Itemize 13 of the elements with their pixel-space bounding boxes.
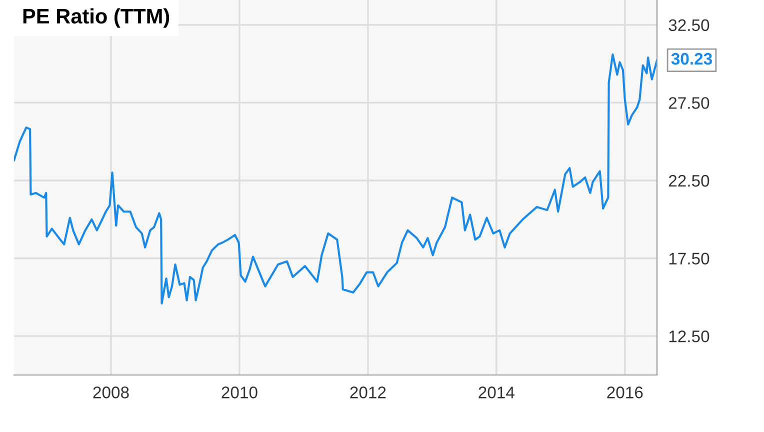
line-series	[14, 53, 657, 304]
x-tick-label: 2008	[93, 386, 129, 398]
y-tick-label: 32.50	[668, 19, 710, 32]
y-tick-label: 17.50	[669, 252, 710, 264]
x-tick-label: 2016	[607, 386, 643, 398]
annotation: 30.23	[671, 52, 712, 65]
y-tick-label: 12.50	[669, 330, 710, 342]
x-tick-label: 2010	[222, 386, 258, 398]
y-tick-label: 27.50	[668, 97, 710, 109]
x-tick-label: 2014	[478, 386, 514, 398]
chart-title: PE Ratio (TTM)	[23, 8, 170, 28]
x-tick-label: 2012	[350, 386, 386, 398]
y-tick-label: 22.50	[668, 174, 710, 187]
